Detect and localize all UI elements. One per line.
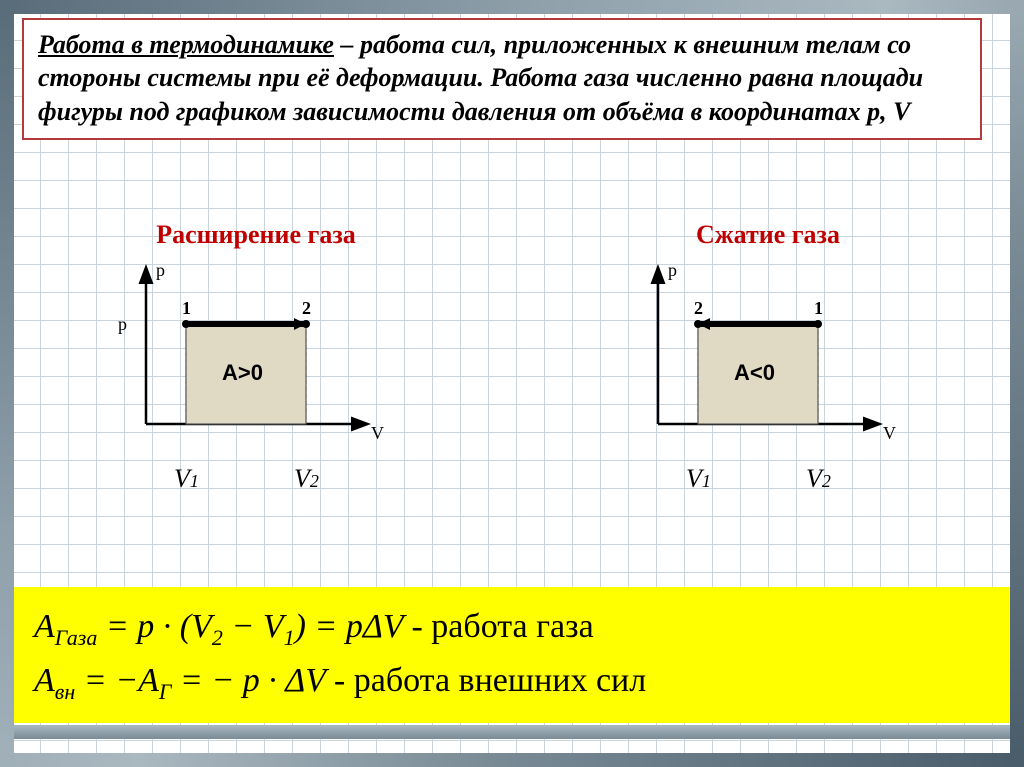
chart-expansion-svg: p V p 1 2 A>0	[106, 254, 406, 464]
formula-box: AГаза = p · (V2 − V1) = pΔV - работа газ…	[14, 587, 1010, 723]
x-axis-label: V	[371, 423, 384, 443]
point-2-label: 2	[694, 298, 703, 318]
x-axis-label: V	[883, 423, 896, 443]
v2-label: V2	[806, 464, 831, 494]
point-1-label: 1	[182, 298, 191, 318]
point-1-label: 1	[814, 298, 823, 318]
definition-box: Работа в термодинамике – работа сил, при…	[22, 18, 982, 140]
definition-term: Работа в термодинамике	[38, 30, 334, 59]
chart-compression-title: Сжатие газа	[568, 220, 968, 250]
area-label: A>0	[222, 360, 263, 385]
v1-label: V1	[686, 464, 711, 494]
chart-compression-svg: p V 2 1 A<0	[618, 254, 918, 464]
v2-label: V2	[294, 464, 319, 494]
formula-gas-work: AГаза = p · (V2 − V1) = pΔV - работа газ…	[34, 601, 990, 655]
origin-p-label: p	[118, 314, 127, 334]
y-axis-label: p	[156, 260, 165, 280]
y-axis-label: p	[668, 260, 677, 280]
v1-label: V1	[174, 464, 199, 494]
chart-compression: Сжатие газа p V 2 1 A<0 V1 V2	[568, 220, 968, 480]
chart-expansion: Расширение газа p V p	[56, 220, 456, 480]
charts-row: Расширение газа p V p	[0, 220, 1024, 480]
formula-external-work: Aвн = −AГ = − p · ΔV - работа внешних си…	[34, 655, 990, 709]
point-2-label: 2	[302, 298, 311, 318]
area-label: A<0	[734, 360, 775, 385]
bottom-frame-border	[14, 725, 1010, 739]
chart-expansion-title: Расширение газа	[56, 220, 456, 250]
